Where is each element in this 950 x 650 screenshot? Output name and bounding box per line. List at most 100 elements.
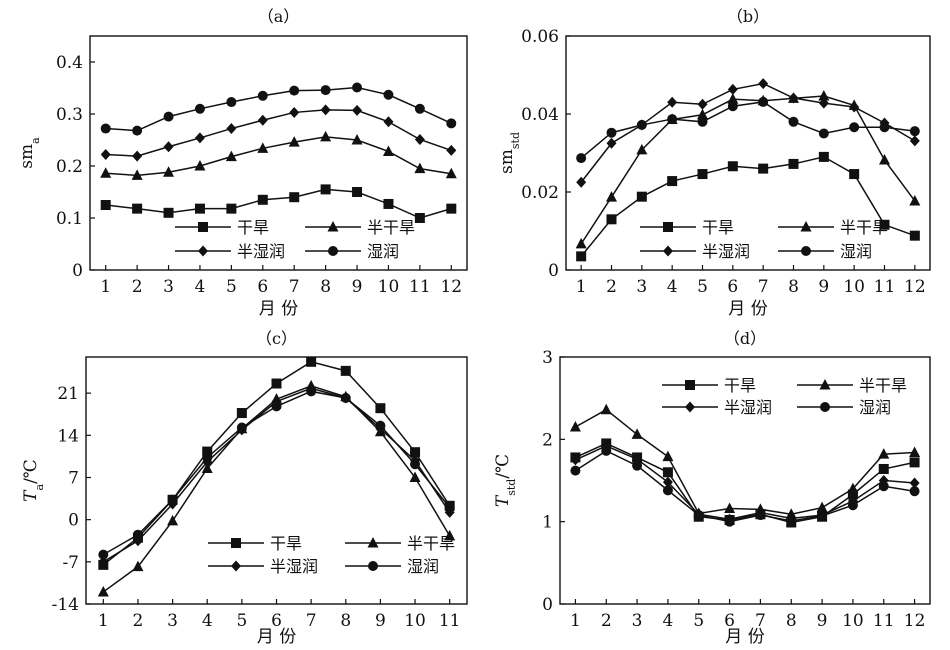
data-point xyxy=(132,529,143,540)
data-point xyxy=(847,500,858,511)
data-point xyxy=(352,104,363,116)
panel-label: （d） xyxy=(724,329,766,348)
data-point xyxy=(724,502,736,513)
data-point xyxy=(257,194,268,205)
x-tick-label: 2 xyxy=(606,277,617,297)
data-point xyxy=(383,89,394,100)
legend-label: 半干旱 xyxy=(367,218,415,237)
data-point xyxy=(289,106,300,118)
x-tick-label: 8 xyxy=(786,611,797,631)
series-line xyxy=(105,109,452,157)
legend-label: 干旱 xyxy=(702,218,734,237)
series-line xyxy=(580,82,916,183)
x-tick-label: 2 xyxy=(132,277,143,297)
y-tick-label: 0.1 xyxy=(56,209,83,229)
y-axis-label: smstd xyxy=(497,132,522,174)
data-point xyxy=(382,145,394,156)
y-tick-label: 0.4 xyxy=(56,53,83,73)
legend-label: 干旱 xyxy=(724,376,756,395)
data-point xyxy=(697,108,708,120)
data-point xyxy=(575,237,587,249)
data-point xyxy=(816,501,828,513)
y-axis-label: Tstd/℃ xyxy=(493,454,518,507)
y-axis-label-unit: /℃ xyxy=(493,454,513,479)
y-axis-label-main: T xyxy=(493,494,513,507)
data-point xyxy=(788,92,799,104)
data-point xyxy=(340,365,351,376)
x-tick-label: 6 xyxy=(271,611,282,631)
data-point xyxy=(414,213,425,223)
x-tick-label: 6 xyxy=(257,277,268,297)
chart-panel: （c） 1 2 3 4 5 6 7 8 9 10 11 -14 -7 0 7 14 21 月 份 Ta/℃ 干旱 半干旱半… xyxy=(21,329,468,647)
data-point xyxy=(225,150,237,162)
legend-label: 半湿润 xyxy=(270,557,318,576)
data-point xyxy=(340,392,351,403)
data-point xyxy=(909,446,921,458)
data-point xyxy=(226,123,237,135)
data-point xyxy=(879,219,890,230)
series-line xyxy=(575,445,915,520)
data-point xyxy=(576,176,587,188)
y-axis-label-main: sm xyxy=(17,144,37,169)
x-axis-label: 月 份 xyxy=(728,299,767,319)
data-point xyxy=(818,128,829,139)
data-point xyxy=(724,516,735,527)
data-point xyxy=(569,420,581,432)
y-tick-label: 2 xyxy=(542,430,553,450)
legend-label: 半湿润 xyxy=(702,242,750,261)
data-point xyxy=(636,143,648,155)
plot-frame xyxy=(559,356,931,605)
data-point xyxy=(351,134,363,145)
legend-label: 半干旱 xyxy=(407,534,455,553)
data-point xyxy=(788,116,799,127)
data-point xyxy=(289,85,300,96)
data-point xyxy=(909,457,920,468)
data-point xyxy=(697,116,708,127)
data-point xyxy=(786,515,797,526)
y-tick-label: 14 xyxy=(57,426,79,446)
x-tick-label: 1 xyxy=(576,277,587,297)
data-point xyxy=(909,126,920,137)
data-point xyxy=(375,403,386,414)
x-tick-label: 6 xyxy=(724,611,735,631)
data-point xyxy=(271,378,282,389)
legend-label: 半干旱 xyxy=(840,218,888,237)
legend-marker xyxy=(663,245,673,257)
data-point xyxy=(631,428,643,439)
y-axis-label: sma xyxy=(17,137,42,169)
x-tick-label: 6 xyxy=(727,277,738,297)
x-tick-label: 8 xyxy=(340,611,351,631)
data-point xyxy=(288,136,300,147)
panel-label: （b） xyxy=(727,7,769,26)
data-point xyxy=(383,116,394,128)
y-tick-label: 0.06 xyxy=(521,27,559,47)
x-tick-label: 4 xyxy=(202,611,213,631)
y-tick-label: 21 xyxy=(57,384,79,404)
legend-marker xyxy=(685,401,695,413)
x-tick-label: 3 xyxy=(163,277,174,297)
data-point xyxy=(236,408,247,419)
x-tick-label: 9 xyxy=(818,277,829,297)
data-point xyxy=(818,151,829,162)
data-point xyxy=(194,203,205,214)
legend-marker xyxy=(801,246,811,256)
data-point xyxy=(202,452,213,463)
y-tick-label: 0.04 xyxy=(521,105,559,125)
series-line xyxy=(575,442,915,524)
legend-label: 湿润 xyxy=(367,242,399,261)
legend-label: 干旱 xyxy=(237,218,269,237)
x-tick-label: 1 xyxy=(100,277,111,297)
y-axis-label-sub: std xyxy=(509,132,522,149)
legend-marker xyxy=(198,245,208,257)
legend-label: 半干旱 xyxy=(859,376,907,395)
x-tick-label: 5 xyxy=(226,277,237,297)
data-point xyxy=(352,187,363,197)
data-point xyxy=(289,192,300,203)
legend-marker xyxy=(368,561,378,571)
panel-label: （c） xyxy=(256,329,297,348)
data-point xyxy=(697,169,708,180)
data-point xyxy=(163,111,174,122)
data-point xyxy=(257,142,269,153)
